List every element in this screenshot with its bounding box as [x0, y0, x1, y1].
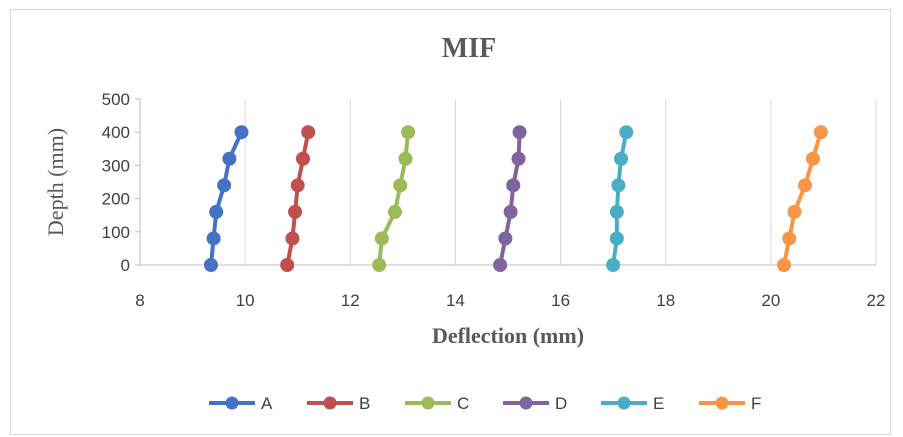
y-tick-label: 500: [102, 90, 130, 109]
data-point-e: [611, 178, 626, 193]
y-tick-label: 200: [102, 190, 130, 209]
x-axis-title: Deflection (mm): [432, 323, 584, 348]
axes: [135, 98, 876, 266]
legend-marker-d: [519, 396, 533, 410]
data-point-f: [782, 231, 797, 246]
chart-frame: [10, 9, 891, 435]
data-point-e: [614, 151, 629, 166]
legend-label-b: B: [359, 394, 370, 413]
data-point-c: [401, 125, 416, 140]
data-point-e: [609, 231, 624, 246]
data-point-c: [393, 178, 408, 193]
y-tick-label: 300: [102, 156, 130, 175]
legend-label-f: F: [751, 394, 761, 413]
x-tick-label: 22: [867, 291, 886, 310]
x-tick-label: 10: [236, 291, 255, 310]
y-tick-label: 400: [102, 123, 130, 142]
legend-marker-b: [323, 396, 337, 410]
legend-label-a: A: [261, 394, 273, 413]
data-point-b: [295, 151, 310, 166]
legend-label-e: E: [653, 394, 664, 413]
data-point-f: [813, 125, 828, 140]
data-point-d: [493, 258, 508, 272]
x-tick-label: 18: [656, 291, 675, 310]
data-point-d: [498, 231, 513, 246]
y-tick-label: 100: [102, 223, 130, 242]
legend-marker-c: [421, 396, 435, 410]
data-point-a: [209, 204, 224, 219]
data-point-a: [203, 258, 218, 272]
x-tick-label: 14: [446, 291, 465, 310]
legend-label-d: D: [555, 394, 567, 413]
legend-marker-f: [715, 396, 729, 410]
y-tick-label: 0: [121, 256, 130, 275]
legend-label-c: C: [457, 394, 469, 413]
x-tick-label: 12: [341, 291, 360, 310]
data-point-d: [512, 125, 527, 140]
data-point-f: [805, 151, 820, 166]
data-point-b: [290, 178, 305, 193]
data-point-f: [787, 204, 802, 219]
data-point-d: [511, 151, 526, 166]
gridlines: [244, 99, 877, 265]
data-point-f: [777, 258, 791, 272]
data-point-d: [506, 178, 521, 193]
data-point-c: [374, 231, 389, 246]
y-axis-title: Depth (mm): [43, 128, 68, 236]
data-point-b: [301, 125, 316, 140]
data-point-a: [217, 178, 232, 193]
data-series: [203, 125, 828, 272]
data-point-e: [606, 258, 621, 272]
data-point-b: [280, 258, 295, 272]
data-point-b: [285, 231, 300, 246]
chart-title: MIF: [442, 33, 496, 64]
data-point-e: [619, 125, 634, 140]
tick-labels: 8 10 12 14 16 18 20 22 0 100 200 300 400 500: [102, 90, 886, 310]
data-point-b: [288, 204, 303, 219]
data-point-d: [503, 204, 518, 219]
data-point-c: [398, 151, 413, 166]
x-tick-label: 8: [135, 291, 144, 310]
legend-marker-a: [225, 396, 239, 410]
data-point-c: [387, 204, 402, 219]
data-point-f: [798, 178, 813, 193]
x-tick-label: 20: [761, 291, 780, 310]
data-point-c: [372, 258, 387, 272]
legend: A B C D E F: [209, 394, 761, 413]
data-point-a: [222, 151, 237, 166]
legend-marker-e: [617, 396, 631, 410]
x-tick-label: 16: [551, 291, 570, 310]
data-point-e: [609, 204, 624, 219]
data-point-a: [206, 231, 221, 246]
data-point-a: [234, 125, 249, 140]
